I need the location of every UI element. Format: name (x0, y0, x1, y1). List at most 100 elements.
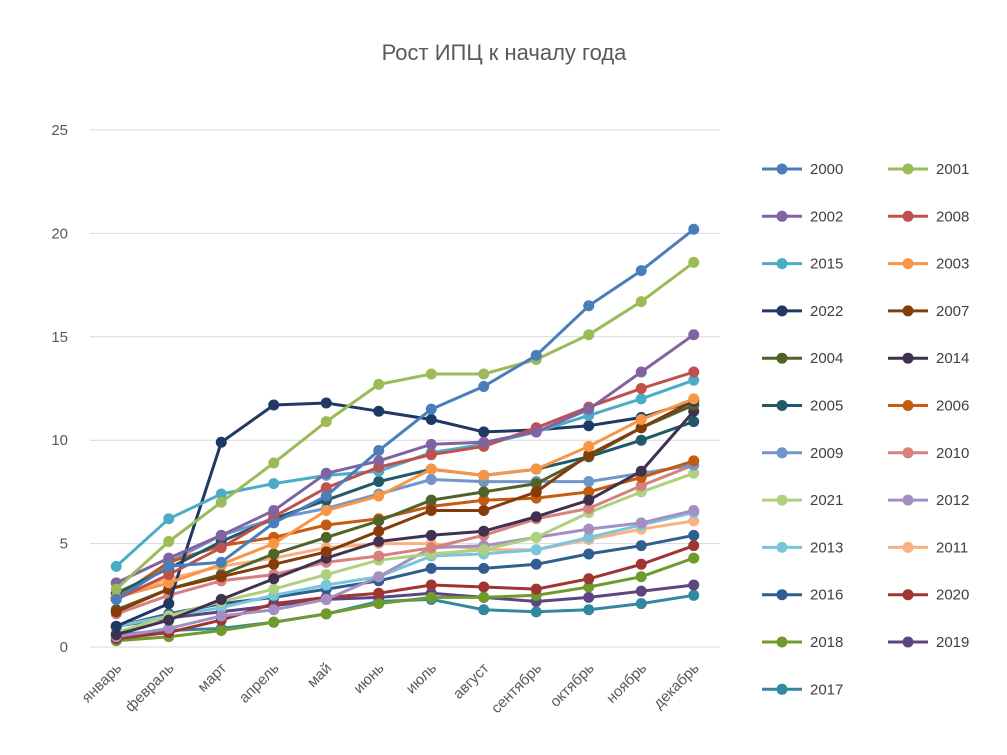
data-point (635, 598, 647, 610)
data-point (635, 517, 647, 529)
data-point (320, 482, 332, 494)
legend-item: 2004 (762, 350, 843, 367)
data-point (320, 569, 332, 581)
data-point (268, 604, 280, 616)
series-2000 (110, 223, 700, 605)
data-point (320, 397, 332, 409)
legend-label: 2013 (810, 539, 843, 556)
data-point (425, 414, 437, 426)
data-point (163, 614, 175, 626)
data-point (215, 593, 227, 605)
data-point (478, 380, 490, 392)
data-point (530, 531, 542, 543)
data-point (478, 562, 490, 574)
legend-label: 2001 (936, 161, 969, 178)
series-line (116, 544, 695, 641)
data-point (635, 558, 647, 570)
data-point (583, 486, 595, 498)
data-point (530, 426, 542, 438)
data-point (583, 591, 595, 603)
legend-swatch-marker (776, 494, 788, 506)
legend-item: 2022 (762, 303, 843, 320)
legend-item: 2008 (888, 208, 969, 225)
legend-label: 2011 (936, 539, 968, 556)
y-tick-label: 10 (51, 432, 68, 449)
data-point (215, 496, 227, 508)
legend-label: 2007 (936, 303, 969, 320)
data-point (215, 488, 227, 500)
chart-title: Рост ИПЦ к началу года (382, 40, 628, 65)
data-point (320, 593, 332, 605)
data-point (268, 538, 280, 550)
legend-item: 2018 (762, 634, 843, 651)
data-point (373, 525, 385, 537)
legend-swatch-marker (902, 305, 914, 317)
data-point (688, 540, 700, 552)
data-point (530, 583, 542, 595)
series-2003 (110, 393, 700, 603)
data-point (530, 478, 542, 490)
series-line (115, 333, 695, 585)
legend-item: 2007 (888, 303, 969, 320)
data-point (425, 403, 437, 415)
legend-item: 2013 (762, 539, 843, 556)
data-point (583, 581, 595, 593)
legend-item: 2006 (888, 398, 969, 415)
data-point (215, 556, 227, 568)
legend-swatch-marker (776, 258, 788, 270)
series-lines (110, 223, 700, 647)
data-point (635, 480, 647, 492)
data-point (373, 476, 385, 488)
data-point (688, 416, 700, 428)
legend-label: 2012 (936, 492, 969, 509)
data-point (478, 426, 490, 438)
data-point (268, 505, 280, 517)
data-point (215, 624, 227, 636)
legend-swatch-marker (776, 589, 788, 601)
data-point (110, 620, 122, 632)
data-point (583, 476, 595, 488)
legend-label: 2000 (810, 161, 843, 178)
legend-label: 2006 (936, 398, 969, 415)
data-point (635, 422, 647, 434)
legend-swatch-marker (902, 352, 914, 364)
data-point (320, 467, 332, 479)
data-point (583, 329, 595, 341)
data-point (373, 378, 385, 390)
data-point (268, 573, 280, 585)
y-axis-ticks: 0 5 10 15 20 25 (51, 122, 68, 656)
legend-swatch-marker (776, 210, 788, 222)
data-point (320, 505, 332, 517)
data-point (688, 529, 700, 541)
data-point (583, 403, 595, 415)
data-point (268, 517, 280, 529)
data-point (215, 542, 227, 554)
data-point (373, 536, 385, 548)
legend-label: 2009 (810, 445, 843, 462)
data-point (373, 587, 385, 599)
data-point (635, 434, 647, 446)
gridlines (90, 129, 720, 648)
legend-swatch-marker (902, 210, 914, 222)
legend-label: 2014 (936, 350, 969, 367)
legend-swatch-marker (776, 400, 788, 411)
legend-label: 2017 (810, 681, 843, 698)
data-point (215, 436, 227, 448)
y-tick-label: 5 (60, 536, 68, 553)
legend-label: 2020 (936, 587, 969, 604)
data-point (268, 558, 280, 570)
y-tick-label: 20 (51, 225, 68, 242)
data-point (688, 552, 700, 564)
legend-label: 2004 (810, 350, 843, 367)
legend-item: 2014 (888, 350, 969, 367)
data-point (478, 486, 490, 498)
data-point (688, 455, 700, 467)
legend-swatch-marker (776, 447, 788, 459)
data-point (373, 515, 385, 527)
legend-label: 2018 (810, 634, 843, 651)
data-point (320, 519, 332, 531)
data-point (110, 593, 122, 605)
